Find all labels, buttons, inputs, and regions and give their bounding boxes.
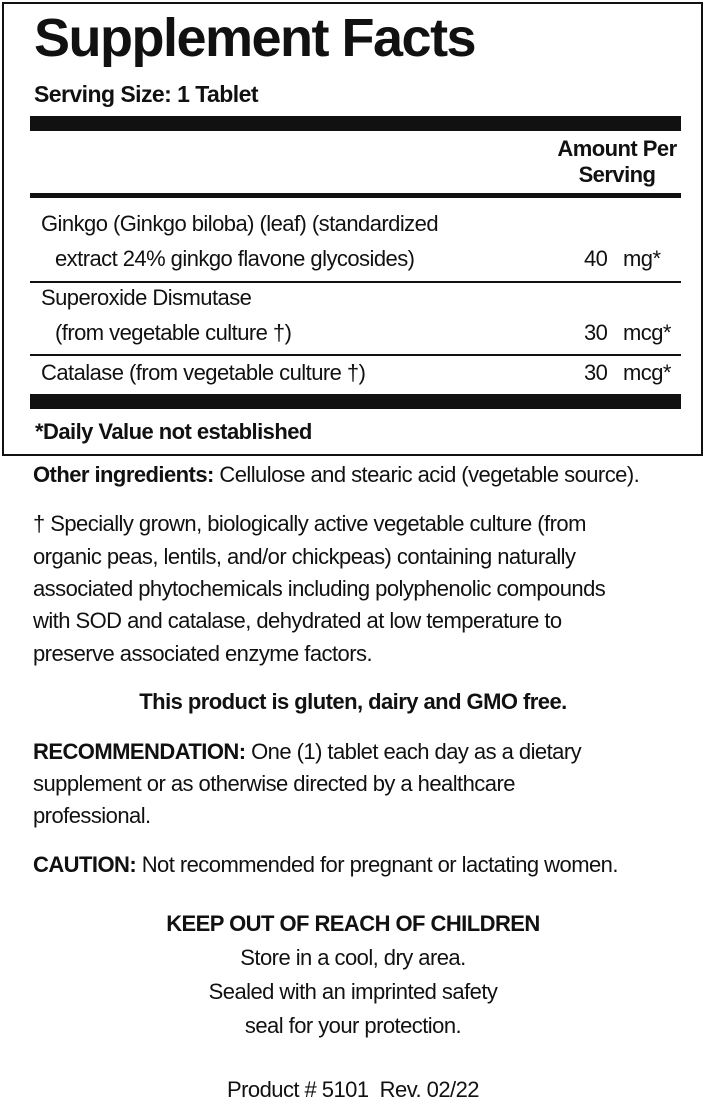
dagger-note-line: † Specially grown, biologically active v… [33,511,586,536]
amount-header-1: Amount Per [557,136,677,161]
free-statement: This product is gluten, dairy and GMO fr… [139,689,567,714]
panel-title: Supplement Facts [34,8,477,68]
other-ingredients: Other ingredients: Cellulose and stearic… [33,462,640,488]
ingredient-amount: 40 [584,246,608,271]
footnote: *Daily Value not established [35,419,312,444]
supplement-facts-panel [2,2,703,456]
storage-line: Store in a cool, dry area. [240,945,466,970]
recommendation-label: RECOMMENDATION: [33,739,246,764]
ingredient-line: Superoxide Dismutase [41,285,252,310]
ingredient-amount: 30 [584,320,608,345]
product-number: Product # 5101 Rev. 02/22 [227,1077,479,1102]
caution-label: CAUTION: [33,852,137,877]
dagger-note-line: organic peas, lentils, and/or chickpeas)… [33,544,576,569]
ingredient-unit: mcg* [623,360,671,385]
recommendation-text: One (1) tablet each day as a dietary [245,739,582,764]
medium-divider [30,193,681,198]
dagger-note-line: preserve associated enzyme factors. [33,641,373,666]
ingredient-line: Catalase (from vegetable culture †) [41,360,366,385]
storage-line: seal for your protection. [244,1013,462,1038]
ingredient-amount: 30 [584,360,608,385]
ingredient-line: (from vegetable culture †) [55,320,292,345]
thick-divider [30,116,681,131]
other-text: Cellulose and stearic acid (vegetable so… [213,462,640,487]
ingredient-unit: mcg* [623,320,671,345]
ingredient-unit: mg* [623,246,661,271]
row-divider [30,281,681,283]
recommendation-line: RECOMMENDATION: One (1) tablet each day … [33,739,582,765]
storage-line: Sealed with an imprinted safety [208,979,498,1004]
dagger-note-line: with SOD and catalase, dehydrated at low… [33,608,562,633]
recommendation-line: supplement or as otherwise directed by a… [33,771,515,796]
caution: CAUTION: Not recommended for pregnant or… [33,852,618,878]
other-label: Other ingredients: [33,462,214,487]
storage-heading: KEEP OUT OF REACH OF CHILDREN [166,911,540,936]
thick-divider [30,394,681,409]
amount-header-2: Serving [578,162,656,187]
caution-text: Not recommended for pregnant or lactatin… [136,852,619,877]
dagger-note-line: associated phytochemicals including poly… [33,576,606,601]
recommendation-line: professional. [33,803,151,828]
ingredient-line: extract 24% ginkgo flavone glycosides) [55,246,415,271]
serving-size: Serving Size: 1 Tablet [34,81,258,107]
ingredient-line: Ginkgo (Ginkgo biloba) (leaf) (standardi… [41,211,439,236]
row-divider [30,354,681,356]
